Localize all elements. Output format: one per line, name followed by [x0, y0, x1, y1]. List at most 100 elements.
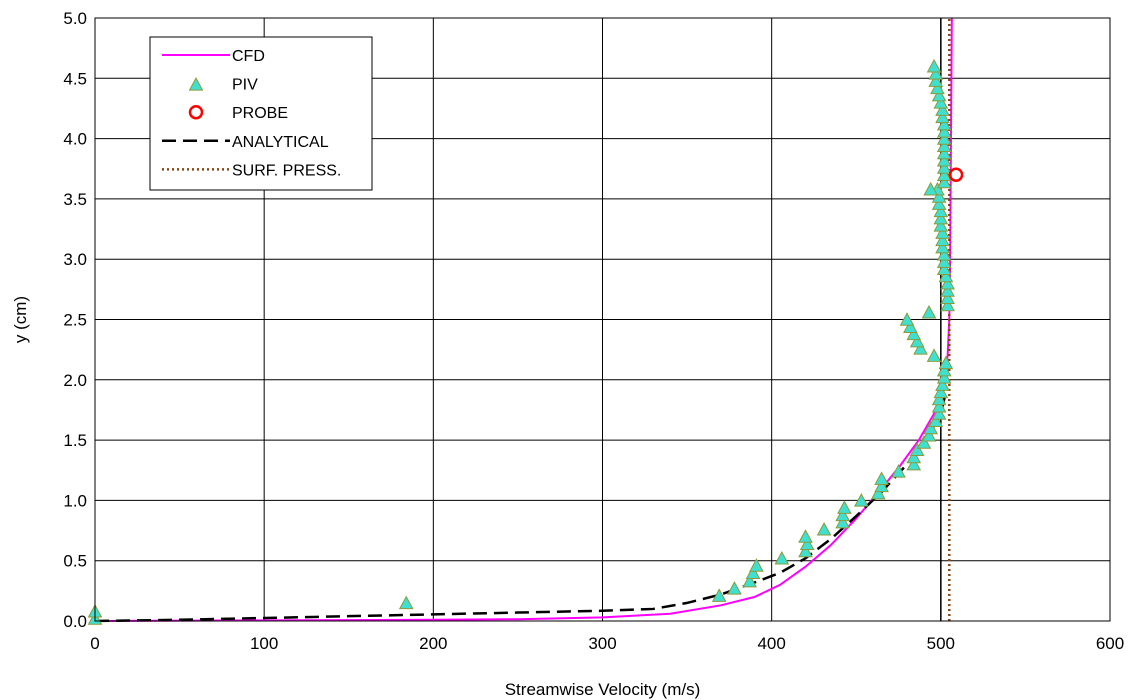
series-markers: [87, 58, 964, 625]
data-point-piv: [870, 485, 886, 500]
data-point-piv: [936, 167, 952, 181]
data-point-piv: [940, 283, 955, 297]
data-point-piv: [916, 435, 932, 449]
data-point-piv: [940, 275, 955, 290]
legend: CFD PIV PROBE ANALYTICAL SURF. PRESS.: [149, 36, 373, 191]
data-point-piv: [891, 464, 906, 478]
data-point-piv: [906, 326, 922, 341]
legend-swatch-probe: [188, 104, 204, 120]
x-tick-label: 400: [757, 634, 785, 653]
data-point-piv: [933, 218, 949, 232]
data-point-piv: [935, 225, 950, 239]
x-tick-label: 0: [90, 634, 99, 653]
x-axis-title: Streamwise Velocity (m/s): [505, 680, 701, 699]
x-tick-label: 300: [588, 634, 616, 653]
data-point-piv: [933, 95, 949, 109]
legend-label-analytical: ANALYTICAL: [232, 134, 329, 151]
y-tick-label: 3.5: [63, 190, 87, 209]
data-point-piv: [727, 581, 742, 595]
plot-frame: [94, 17, 1111, 622]
data-point-piv: [936, 247, 952, 261]
data-point-piv: [935, 109, 950, 124]
data-point-piv: [936, 362, 952, 377]
legend-box: [149, 36, 373, 191]
data-point-piv: [936, 261, 952, 276]
legend-label-cfd: CFD: [232, 48, 265, 65]
data-point-piv: [930, 80, 945, 95]
y-tick-label: 2.0: [63, 371, 87, 390]
data-point-piv: [928, 66, 944, 80]
data-point-piv: [940, 290, 955, 304]
data-point-piv: [921, 304, 937, 319]
data-point-piv: [931, 196, 947, 210]
data-point-piv: [936, 254, 952, 268]
data-point-piv: [935, 232, 950, 247]
data-point-piv: [816, 522, 832, 536]
data-point-piv: [923, 420, 939, 435]
series-line-cfd: [94, 17, 953, 622]
data-point-piv: [835, 507, 851, 522]
data-point-piv: [909, 333, 925, 348]
data-point-piv: [926, 348, 942, 362]
y-tick-label: 1.5: [63, 431, 87, 450]
data-point-piv: [874, 478, 889, 493]
data-point-piv: [931, 189, 947, 203]
data-point-piv: [853, 493, 869, 507]
x-tick-label: 100: [250, 634, 278, 653]
data-point-piv: [936, 124, 952, 138]
data-point-piv: [936, 138, 952, 153]
data-point-piv: [926, 58, 942, 73]
data-point-piv: [906, 449, 922, 464]
y-axis-title: y (cm): [11, 296, 30, 343]
y-tick-label: 4.0: [63, 130, 87, 149]
data-point-piv: [913, 341, 928, 355]
data-point-piv: [936, 145, 952, 160]
data-point-piv: [936, 160, 952, 174]
y-tick-label: 0.0: [63, 612, 87, 631]
data-point-piv: [936, 152, 952, 167]
data-point-piv: [899, 312, 915, 326]
data-point-piv: [874, 471, 889, 485]
data-point-piv: [933, 203, 949, 218]
data-point-piv: [798, 543, 813, 558]
data-point-piv: [799, 536, 815, 551]
data-point-piv: [938, 355, 954, 370]
x-tick-label: 500: [927, 634, 955, 653]
data-point-piv: [906, 456, 922, 471]
x-tick-label: 200: [419, 634, 447, 653]
data-point-piv: [837, 500, 852, 514]
legend-swatch-piv: [188, 77, 204, 91]
series-lines: [94, 17, 953, 623]
data-point-piv: [835, 514, 851, 529]
data-point-piv: [923, 181, 939, 196]
data-point-piv: [936, 370, 952, 384]
data-point-piv: [940, 297, 955, 312]
data-point-piv: [931, 87, 947, 102]
data-point-piv: [928, 413, 944, 428]
data-point-probe: [948, 167, 964, 183]
data-point-piv: [745, 565, 761, 579]
data-point-piv: [936, 174, 952, 189]
data-point-piv: [928, 73, 944, 87]
x-tick-labels: 0 100 200 300 400 500 600: [90, 634, 1124, 653]
data-point-piv: [903, 319, 918, 333]
data-point-piv: [936, 131, 952, 145]
legend-label-surf-press: SURF. PRESS.: [232, 162, 341, 179]
data-point-piv: [936, 116, 952, 131]
data-point-piv: [933, 210, 949, 225]
data-point-piv: [933, 384, 949, 399]
y-tick-label: 4.5: [63, 69, 87, 88]
x-tick-label: 600: [1096, 634, 1124, 653]
y-tick-label: 5.0: [63, 9, 87, 28]
data-point-piv: [742, 573, 758, 588]
y-tick-label: 2.5: [63, 311, 87, 330]
data-point-piv: [938, 268, 954, 283]
data-point-piv: [931, 391, 947, 406]
data-point-piv: [935, 102, 950, 116]
series-line-analytical: [94, 391, 948, 623]
y-tick-label: 3.0: [63, 250, 87, 269]
data-point-piv: [931, 398, 947, 413]
y-tick-label: 1.0: [63, 491, 87, 510]
y-tick-label: 0.5: [63, 552, 87, 571]
